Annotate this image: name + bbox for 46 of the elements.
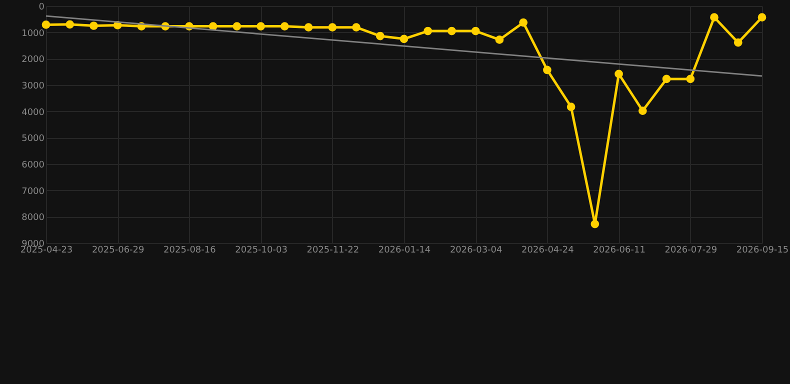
- point: [758, 13, 766, 22]
- point: [590, 220, 600, 228]
- point: [304, 23, 313, 32]
- x-tick-label: 2026-09-15: [736, 246, 789, 256]
- point: [352, 23, 360, 32]
- y-tick-label: 4000: [22, 108, 45, 118]
- point: [471, 26, 480, 36]
- y-tick-label: 0: [38, 2, 45, 12]
- y-tick-label: 7000: [22, 186, 45, 197]
- x-tick-label: 2026-07-29: [664, 246, 718, 256]
- point: [42, 20, 50, 29]
- y-tick-label: 5000: [22, 134, 45, 144]
- point: [543, 66, 552, 74]
- y-tick-label: 8000: [22, 213, 45, 224]
- point: [519, 18, 528, 27]
- point: [495, 36, 504, 44]
- point: [256, 22, 265, 30]
- x-tick-label: 2025-04-23: [20, 246, 73, 256]
- x-tick-label: 2026-03-04: [450, 246, 503, 256]
- x-tick-label: 2025-10-03: [235, 246, 288, 256]
- point: [328, 23, 337, 32]
- x-tick-label: 2025-11-22: [306, 246, 360, 256]
- point: [710, 13, 718, 22]
- point: [90, 22, 98, 30]
- x-tick-label: 2026-04-24: [522, 246, 574, 256]
- y-tick-label: 3000: [22, 82, 45, 92]
- point: [686, 74, 695, 84]
- point: [280, 22, 289, 30]
- point: [400, 34, 408, 44]
- x-tick-label: 2025-08-16: [164, 246, 216, 256]
- x-tick-label: 2026-06-11: [593, 246, 646, 256]
- y-tick-label: 2000: [22, 55, 45, 66]
- point: [376, 32, 384, 40]
- point: [448, 26, 456, 36]
- x-tick-label: 2025-06-29: [92, 246, 145, 256]
- x-tick-label: 2026-01-14: [378, 246, 431, 256]
- point: [566, 102, 576, 112]
- point: [66, 20, 74, 29]
- point: [638, 106, 647, 115]
- point: [662, 74, 671, 84]
- point: [734, 38, 742, 47]
- point: [424, 26, 432, 36]
- point: [614, 70, 623, 78]
- point: [232, 22, 242, 30]
- y-tick-label: 6000: [22, 160, 45, 170]
- y-tick-label: 1000: [22, 28, 45, 39]
